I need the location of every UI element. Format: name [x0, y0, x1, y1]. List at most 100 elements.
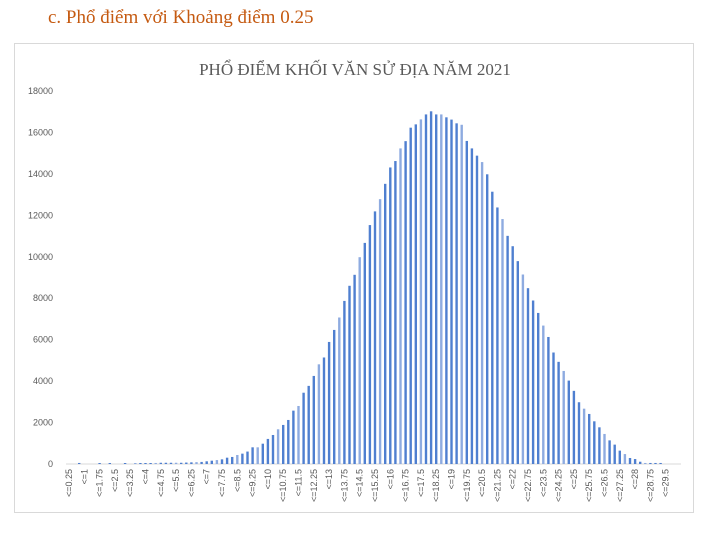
bar	[409, 127, 412, 464]
bar	[496, 207, 499, 464]
x-tick-label: <=7.75	[217, 469, 227, 497]
bar	[180, 462, 183, 464]
bar	[567, 380, 570, 464]
bar	[542, 325, 545, 464]
x-tick-label: <=28.75	[645, 469, 655, 502]
bar	[450, 119, 453, 464]
chart-container: PHỔ ĐIỂM KHỐI VĂN SỬ ĐỊA NĂM 2021 0 2000 4…	[14, 43, 694, 513]
bar	[404, 141, 407, 465]
bar	[618, 450, 621, 464]
x-tick-label: <=6.25	[186, 469, 196, 497]
bar	[526, 288, 530, 464]
y-tick-label: 12000	[28, 210, 53, 220]
bar	[623, 454, 627, 464]
bar	[480, 162, 484, 465]
bar	[327, 341, 331, 464]
x-tick-label: <=5.5	[171, 469, 181, 492]
bar	[531, 300, 535, 464]
bar	[164, 462, 168, 464]
bar	[220, 459, 224, 464]
x-tick-label: <=0.25	[64, 469, 74, 497]
bar	[139, 463, 142, 464]
x-tick-label: <=9.25	[248, 469, 258, 497]
bar	[491, 191, 494, 464]
bar	[348, 285, 351, 464]
bar	[174, 462, 178, 464]
x-tick-label: <=4	[141, 469, 151, 485]
bar	[455, 123, 458, 465]
bar	[373, 211, 377, 464]
bar	[266, 438, 270, 464]
bar	[368, 225, 372, 464]
bar	[465, 140, 468, 464]
bar	[231, 456, 234, 464]
x-tick-label: <=19	[447, 469, 457, 490]
bar	[440, 114, 443, 465]
y-tick-label: 4000	[33, 376, 53, 386]
x-tick-label: <=15.25	[370, 469, 380, 502]
bar	[552, 352, 555, 464]
bar	[598, 427, 601, 464]
bar	[149, 463, 152, 464]
x-tick-label: <=4.75	[156, 469, 166, 497]
bar	[475, 155, 479, 465]
bar	[506, 235, 509, 464]
x-tick-label: <=23.5	[538, 469, 548, 497]
bar	[190, 462, 193, 464]
bar	[78, 462, 81, 464]
x-tick-label: <=8.5	[232, 469, 242, 492]
bar	[394, 161, 397, 464]
x-tick-label: <=16.75	[401, 469, 411, 502]
bar	[195, 462, 198, 464]
bar	[572, 390, 576, 464]
bar	[588, 413, 591, 464]
bar	[246, 451, 249, 464]
bar	[261, 443, 264, 464]
bar	[185, 462, 188, 464]
bar	[241, 453, 244, 464]
y-tick-label: 0	[48, 459, 53, 469]
y-tick-label: 16000	[28, 127, 53, 137]
bar	[435, 114, 438, 465]
x-tick-label: <=17.5	[416, 469, 426, 497]
y-tick-label: 18000	[28, 86, 53, 96]
bar	[154, 462, 157, 464]
bar	[333, 329, 336, 464]
bar	[603, 433, 606, 464]
bar	[225, 457, 229, 464]
x-tick-label: <=12.25	[309, 469, 319, 502]
bar	[577, 402, 581, 464]
x-tick-label: <=10.75	[278, 469, 288, 502]
bar	[292, 410, 295, 464]
bar	[297, 405, 300, 464]
bar	[511, 246, 514, 464]
bar	[236, 454, 239, 464]
x-tick-label: <=26.5	[600, 469, 610, 497]
x-tick-label: <=19.75	[462, 469, 472, 502]
bar	[271, 434, 275, 464]
x-tick-label: <=16	[385, 469, 395, 490]
x-tick-label: <=2.5	[110, 469, 120, 492]
x-tick-label: <=29.5	[661, 469, 671, 497]
bar	[144, 463, 147, 464]
x-tick-label: <=1	[79, 469, 89, 485]
bar	[169, 462, 173, 464]
bar	[287, 419, 290, 464]
bar	[322, 357, 326, 464]
x-axis: <=0.25 <=1 <=1.75 <=2.5 <=3.25 <=4 <=4.75 <=5.5…	[64, 469, 671, 502]
y-tick-label: 14000	[28, 169, 53, 179]
bar	[659, 462, 662, 464]
bar	[470, 148, 474, 464]
x-tick-label: <=13	[324, 469, 334, 490]
score-distribution-chart: PHỔ ĐIỂM KHỐI VĂN SỬ ĐỊA NĂM 2021 0 2000 4…	[28, 59, 681, 502]
bar	[537, 312, 540, 464]
bar	[317, 364, 321, 464]
x-tick-label: <=1.75	[95, 469, 105, 497]
bar	[429, 111, 433, 465]
bar	[378, 199, 382, 465]
bar	[159, 462, 162, 464]
bar	[312, 375, 315, 464]
bar	[424, 114, 428, 465]
bar	[134, 463, 137, 464]
bar	[389, 167, 392, 464]
